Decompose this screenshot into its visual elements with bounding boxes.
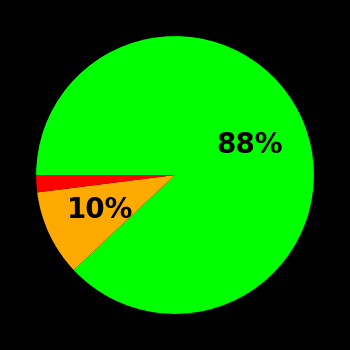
Text: 10%: 10% xyxy=(66,196,133,224)
Text: 88%: 88% xyxy=(217,131,283,159)
Wedge shape xyxy=(36,175,175,192)
Wedge shape xyxy=(37,175,175,270)
Wedge shape xyxy=(36,36,314,314)
